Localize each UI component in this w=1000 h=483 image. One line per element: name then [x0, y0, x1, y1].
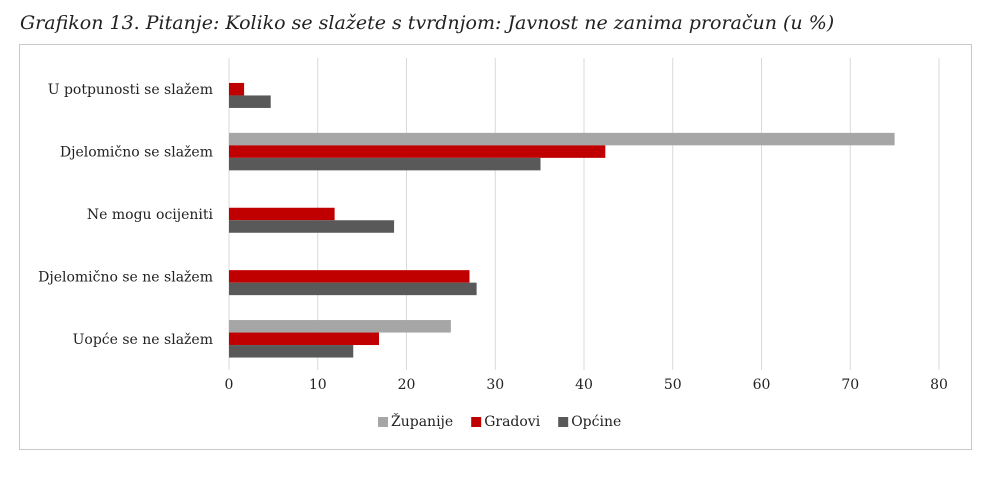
x-tick-label: 40 — [575, 377, 593, 393]
x-tick-label: 20 — [398, 377, 416, 393]
legend-swatch — [378, 417, 388, 427]
legend-label: Županije — [391, 412, 453, 430]
bar — [229, 157, 541, 171]
x-tick-label: 50 — [664, 377, 682, 393]
bar — [229, 82, 245, 96]
legend-label: Gradovi — [484, 414, 541, 430]
bar — [229, 145, 606, 158]
category-label: Ne mogu ocijeniti — [87, 207, 214, 223]
category-label: Djelomično se ne slažem — [38, 269, 213, 285]
bar — [229, 345, 354, 358]
chart-title: Grafikon 13. Pitanje: Koliko se slažete … — [20, 12, 835, 34]
x-tick-label: 10 — [309, 377, 327, 393]
x-tick-label: 30 — [486, 377, 504, 393]
category-label: Djelomično se slažem — [60, 145, 213, 161]
bar — [229, 132, 895, 146]
x-tick-label: 0 — [225, 377, 234, 393]
bar — [229, 207, 335, 221]
bar — [229, 95, 271, 108]
legend-swatch — [471, 417, 482, 427]
x-tick-label: 60 — [753, 377, 771, 393]
bar — [229, 282, 477, 296]
legend-label: Općine — [571, 414, 621, 430]
x-tick-label: 70 — [841, 377, 859, 393]
chart-frame — [19, 44, 972, 450]
bar — [229, 270, 470, 283]
category-label: U potpunosti se slažem — [48, 82, 213, 98]
category-label: Uopće se ne slažem — [73, 332, 213, 348]
x-tick-label: 80 — [930, 377, 948, 393]
legend-swatch — [558, 417, 569, 427]
bar — [229, 320, 451, 333]
bar — [229, 220, 395, 233]
bar — [229, 332, 379, 346]
